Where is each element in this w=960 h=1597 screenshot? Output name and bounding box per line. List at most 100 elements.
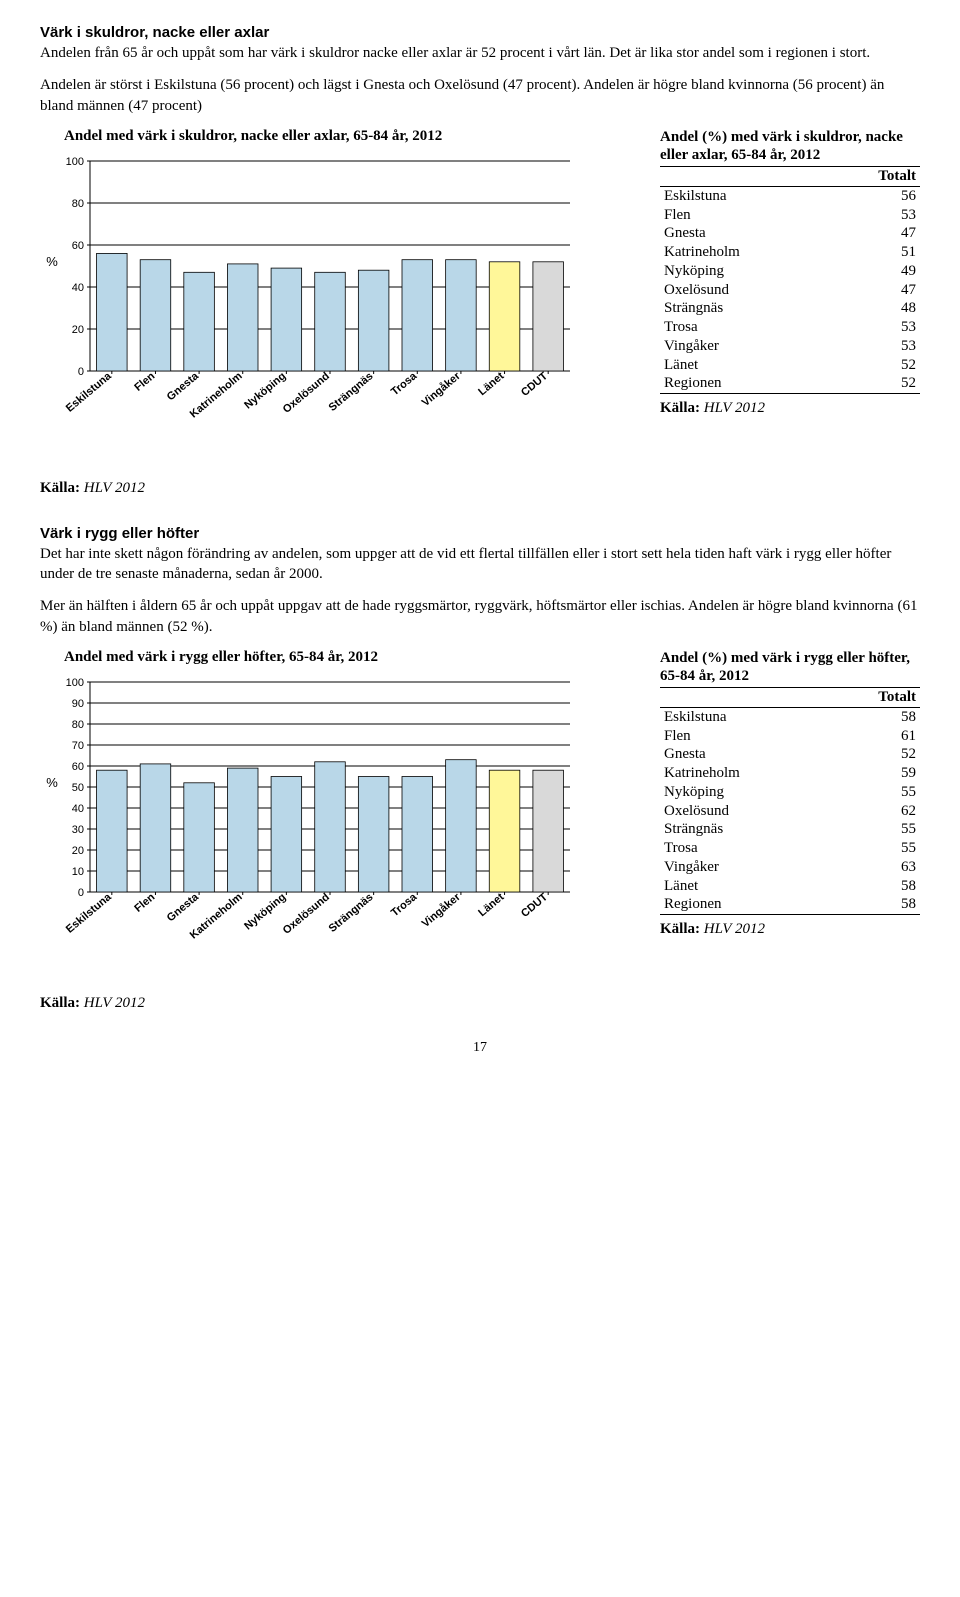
svg-text:40: 40	[72, 803, 84, 815]
bar	[402, 776, 433, 892]
bar	[271, 268, 302, 371]
table-row: Katrineholm59	[660, 764, 920, 783]
svg-text:60: 60	[72, 240, 84, 252]
svg-text:70: 70	[72, 740, 84, 752]
table-row: Trosa53	[660, 318, 920, 337]
section2-para1: Det har inte skett någon förändring av a…	[40, 544, 920, 585]
svg-text:0: 0	[78, 887, 84, 899]
bar	[184, 272, 215, 371]
table-row: Regionen52	[660, 374, 920, 393]
bar	[358, 270, 389, 371]
section1-chart-block: Andel med värk i skuldror, nacke eller a…	[40, 128, 636, 456]
section2-outer-source: Källa: HLV 2012	[40, 995, 920, 1012]
section2-chart-title: Andel med värk i rygg eller höfter, 65-8…	[64, 649, 636, 666]
svg-text:50: 50	[72, 782, 84, 794]
bar	[227, 768, 258, 892]
section1-table-title: Andel (%) med värk i skuldror, nacke ell…	[660, 128, 920, 164]
svg-text:80: 80	[72, 198, 84, 210]
svg-text:0: 0	[78, 366, 84, 378]
bar	[358, 776, 389, 892]
section1-heading: Värk i skuldror, nacke eller axlar	[40, 24, 920, 41]
section1-chart: 020406080100%EskilstunaFlenGnestaKatrine…	[40, 151, 636, 456]
svg-text:%: %	[46, 775, 58, 790]
section2-chart: 0102030405060708090100%EskilstunaFlenGne…	[40, 672, 636, 977]
section1-table: TotaltEskilstuna56Flen53Gnesta47Katrineh…	[660, 166, 920, 394]
table-row: Strängnäs55	[660, 820, 920, 839]
table-row: Länet52	[660, 356, 920, 375]
table-row: Flen61	[660, 727, 920, 746]
table-row: Eskilstuna56	[660, 186, 920, 205]
bar	[446, 759, 477, 891]
table-row: Gnesta47	[660, 224, 920, 243]
bar-chart-svg: 020406080100%EskilstunaFlenGnestaKatrine…	[40, 151, 580, 451]
section2-heading: Värk i rygg eller höfter	[40, 525, 920, 542]
svg-text:100: 100	[66, 156, 84, 168]
table-row: Trosa55	[660, 839, 920, 858]
bar	[533, 262, 564, 371]
svg-text:60: 60	[72, 761, 84, 773]
section1-para2: Andelen är störst i Eskilstuna (56 proce…	[40, 75, 920, 116]
table-row: Länet58	[660, 877, 920, 896]
bar	[184, 783, 215, 892]
section2-chart-block: Andel med värk i rygg eller höfter, 65-8…	[40, 649, 636, 977]
source-value: HLV 2012	[704, 921, 765, 937]
source-value: HLV 2012	[84, 480, 145, 496]
table-row: Flen53	[660, 206, 920, 225]
source-label: Källa:	[660, 400, 700, 416]
table-row: Nyköping55	[660, 783, 920, 802]
section2-table: TotaltEskilstuna58Flen61Gnesta52Katrineh…	[660, 687, 920, 915]
bar	[446, 259, 477, 370]
bar	[97, 253, 128, 371]
source-label: Källa:	[40, 480, 80, 496]
table-row: Oxelösund62	[660, 802, 920, 821]
svg-text:20: 20	[72, 845, 84, 857]
bar	[140, 764, 171, 892]
section2-para2: Mer än hälften i åldern 65 år och uppåt …	[40, 596, 920, 637]
svg-text:80: 80	[72, 719, 84, 731]
bar	[97, 770, 128, 892]
table-row: Vingåker53	[660, 337, 920, 356]
source-label: Källa:	[660, 921, 700, 937]
source-value: HLV 2012	[704, 400, 765, 416]
section2-table-source: Källa: HLV 2012	[660, 921, 920, 938]
bar	[315, 272, 346, 371]
bar	[533, 770, 564, 892]
table-row: Strängnäs48	[660, 299, 920, 318]
section2-table-title: Andel (%) med värk i rygg eller höfter, …	[660, 649, 920, 685]
section-rygg: Värk i rygg eller höfter Det har inte sk…	[40, 525, 920, 1012]
section1-outer-source: Källa: HLV 2012	[40, 480, 920, 497]
bar	[140, 259, 171, 370]
section1-para1: Andelen från 65 år och uppåt som har vär…	[40, 43, 920, 63]
svg-text:30: 30	[72, 824, 84, 836]
source-value: HLV 2012	[84, 995, 145, 1011]
bar	[402, 259, 433, 370]
source-label: Källa:	[40, 995, 80, 1011]
section-skuldror: Värk i skuldror, nacke eller axlar Andel…	[40, 24, 920, 497]
section1-table-block: Andel (%) med värk i skuldror, nacke ell…	[660, 128, 920, 417]
table-row: Oxelösund47	[660, 281, 920, 300]
bar	[315, 762, 346, 892]
bar-chart-svg: 0102030405060708090100%EskilstunaFlenGne…	[40, 672, 580, 972]
svg-text:40: 40	[72, 282, 84, 294]
section1-table-source: Källa: HLV 2012	[660, 400, 920, 417]
svg-text:90: 90	[72, 698, 84, 710]
svg-text:%: %	[46, 254, 58, 269]
svg-text:100: 100	[66, 677, 84, 689]
table-row: Vingåker63	[660, 858, 920, 877]
bar	[227, 264, 258, 371]
table-row: Regionen58	[660, 895, 920, 914]
page-number: 17	[40, 1040, 920, 1056]
section2-row: Andel med värk i rygg eller höfter, 65-8…	[40, 649, 920, 977]
section2-table-block: Andel (%) med värk i rygg eller höfter, …	[660, 649, 920, 938]
bar	[271, 776, 302, 892]
svg-text:10: 10	[72, 866, 84, 878]
bar	[489, 770, 520, 892]
table-row: Gnesta52	[660, 745, 920, 764]
bar	[489, 262, 520, 371]
table-row: Nyköping49	[660, 262, 920, 281]
table-row: Eskilstuna58	[660, 707, 920, 726]
section1-row: Andel med värk i skuldror, nacke eller a…	[40, 128, 920, 456]
svg-text:20: 20	[72, 324, 84, 336]
table-row: Katrineholm51	[660, 243, 920, 262]
section1-chart-title: Andel med värk i skuldror, nacke eller a…	[64, 128, 636, 145]
